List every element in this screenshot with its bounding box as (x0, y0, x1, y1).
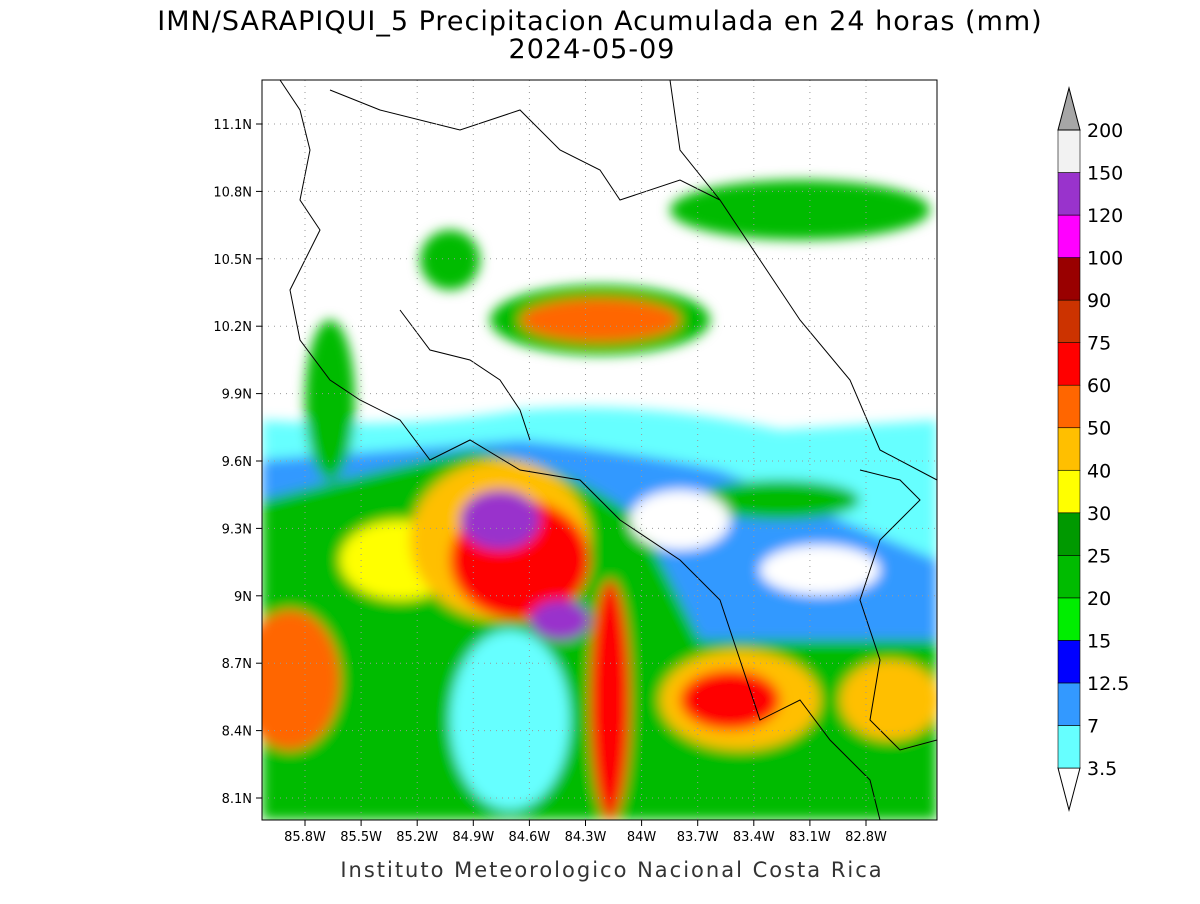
precip-field (262, 80, 937, 820)
colorbar-segment (1057, 427, 1081, 471)
grid: 11.1N 10.8N 10.5N 10.2N 9.9N 9.6N 9.3N 9N 8.7N 8.… (213, 80, 937, 845)
lat-tick-label: 9.6N (222, 455, 252, 470)
colorbar-segment (1057, 597, 1081, 641)
lat-tick-label: 8.4N (222, 725, 252, 740)
colorbar-segment (1057, 555, 1081, 599)
colorbar-label: 90 (1087, 290, 1111, 312)
colorbar-segment (1057, 172, 1081, 216)
colorbar-segment (1057, 512, 1081, 556)
colorbar-extend-low (1057, 767, 1081, 812)
colorbar-label: 3.5 (1087, 758, 1117, 780)
colorbar-label: 25 (1087, 545, 1111, 567)
lon-tick-label: 84W (627, 830, 657, 845)
colorbar-label: 120 (1087, 205, 1123, 227)
lon-tick-label: 84.6W (508, 830, 550, 845)
colorbar: 3.5 7 12.5 15 20 25 30 40 50 60 75 90 100 120 150 200 (1057, 86, 1129, 812)
lon-tick-label: 85.5W (340, 830, 382, 845)
lon-tick-label: 82.8W (845, 830, 887, 845)
lat-tick-label: 9N (234, 590, 252, 605)
colorbar-label: 150 (1087, 163, 1123, 185)
colorbar-segment (1057, 725, 1081, 769)
colorbar-label: 60 (1087, 375, 1111, 397)
lon-tick-label: 83.7W (677, 830, 719, 845)
lat-tick-label: 8.7N (222, 657, 252, 672)
colorbar-label: 200 (1087, 120, 1123, 142)
colorbar-segment (1057, 469, 1081, 514)
colorbar-label: 40 (1087, 460, 1111, 482)
colorbar-segment (1057, 342, 1081, 386)
colorbar-label: 15 (1087, 630, 1111, 652)
colorbar-label: 75 (1087, 333, 1111, 355)
colorbar-segment (1057, 257, 1081, 301)
lat-tick-label: 9.9N (222, 388, 252, 403)
colorbar-label: 50 (1087, 418, 1111, 440)
lat-tick-label: 10.2N (213, 320, 252, 335)
lat-tick-label: 11.1N (213, 118, 252, 133)
colorbar-segment (1057, 682, 1081, 726)
colorbar-segment (1057, 640, 1081, 684)
colorbar-segment (1057, 129, 1081, 173)
lat-tick-label: 10.5N (213, 253, 252, 268)
lon-tick-label: 84.9W (452, 830, 494, 845)
lon-tick-label: 85.8W (284, 830, 326, 845)
colorbar-label: 20 (1087, 588, 1111, 610)
map-frame (261, 79, 938, 821)
lon-tick-label: 83.4W (733, 830, 775, 845)
date: 2024-05-09 (509, 34, 676, 65)
colorbar-label: 100 (1087, 248, 1123, 270)
lon-tick-label: 84.3W (565, 830, 607, 845)
title: IMN/SARAPIQUI_5 Precipitacion Acumulada … (157, 6, 1042, 37)
colorbar-segment (1057, 384, 1081, 429)
colorbar-segment (1057, 299, 1081, 343)
lat-tick-label: 8.1N (222, 792, 252, 807)
lat-tick-label: 10.8N (213, 185, 252, 200)
lon-tick-label: 83.1W (789, 830, 831, 845)
footer: Instituto Meteorologico Nacional Costa R… (340, 858, 883, 882)
colorbar-extend-high (1057, 86, 1081, 131)
colorbar-label: 12.5 (1087, 673, 1129, 695)
colorbar-label: 30 (1087, 503, 1111, 525)
lat-tick-label: 9.3N (222, 522, 252, 537)
colorbar-label: 7 (1087, 715, 1099, 737)
lon-tick-label: 85.2W (396, 830, 438, 845)
colorbar-segment (1057, 214, 1081, 258)
